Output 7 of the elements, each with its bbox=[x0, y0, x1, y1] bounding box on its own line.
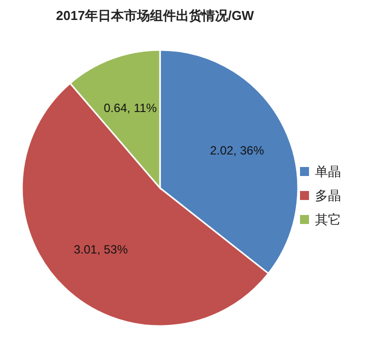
legend-label: 多晶 bbox=[315, 188, 341, 203]
chart-title: 2017年日本市场组件出货情况/GW bbox=[56, 8, 255, 23]
data-label: 0.64, 11% bbox=[104, 100, 158, 115]
data-label: 3.01, 53% bbox=[74, 242, 128, 257]
legend-label: 单晶 bbox=[315, 164, 341, 179]
legend-label: 其它 bbox=[315, 212, 341, 227]
data-label: 2.02, 36% bbox=[210, 144, 264, 158]
